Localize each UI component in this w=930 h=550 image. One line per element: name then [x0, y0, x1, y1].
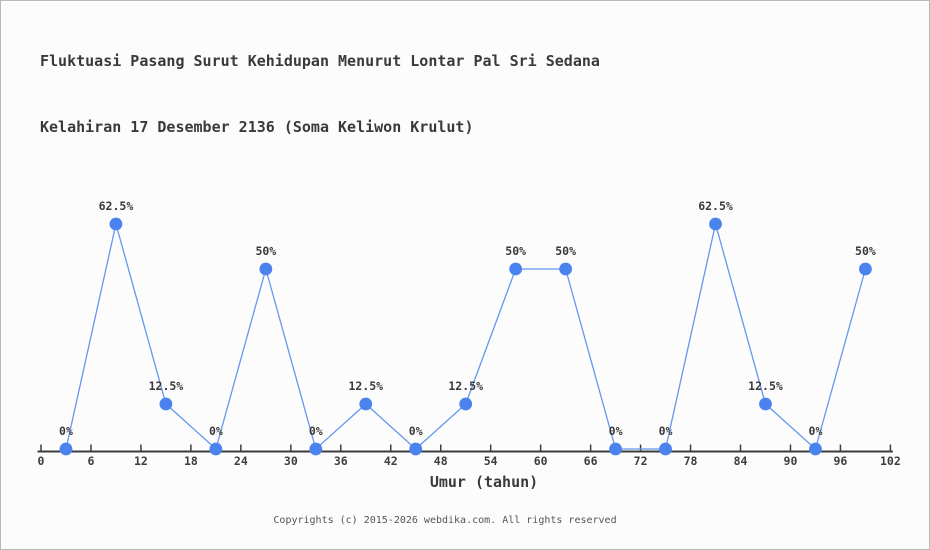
x-axis-tick-label: 18 [184, 454, 198, 468]
x-axis-tick-label: 60 [534, 454, 548, 468]
chart-title-line2: Kelahiran 17 Desember 2136 (Soma Keliwon… [40, 118, 474, 136]
data-point [759, 397, 772, 411]
x-axis-tick-label: 30 [284, 454, 298, 468]
data-point [309, 442, 323, 456]
data-point-label: 0% [209, 424, 223, 438]
data-point-label: 12.5% [448, 379, 483, 393]
x-axis-tick-label: 78 [684, 454, 698, 468]
x-axis-tick-label: 0 [38, 454, 45, 468]
data-point [809, 442, 822, 456]
data-point-label: 0% [659, 424, 673, 438]
data-point [559, 262, 573, 276]
data-point-label: 12.5% [748, 379, 783, 393]
x-axis-tick-label: 24 [234, 454, 248, 468]
x-axis-tick-label: 66 [584, 454, 598, 468]
x-axis-tick-label: 90 [784, 454, 798, 468]
data-point [359, 397, 373, 411]
data-line [65, 223, 867, 451]
data-point [409, 442, 423, 456]
x-axis-tick-label: 6 [87, 454, 94, 468]
x-axis-tick-label: 48 [434, 454, 448, 468]
data-point-label: 50% [555, 244, 576, 258]
data-point [609, 442, 622, 456]
x-axis-tick-label: 12 [134, 454, 148, 468]
x-axis-tick-label: 102 [880, 454, 901, 468]
data-point-label: 0% [409, 424, 423, 438]
x-axis-tick-label: 42 [384, 454, 398, 468]
data-point [659, 442, 672, 456]
data-point-label: 50% [255, 244, 276, 258]
x-axis-tick-label: 54 [484, 454, 498, 468]
data-point [59, 442, 73, 456]
data-point-label: 0% [809, 424, 823, 438]
x-axis-tick-label: 72 [634, 454, 648, 468]
data-point [459, 397, 473, 411]
chart-title: Fluktuasi Pasang Surut Kehidupan Menurut… [40, 6, 600, 182]
data-point [859, 262, 872, 276]
data-point-label: 12.5% [149, 379, 184, 393]
data-point-label: 62.5% [698, 199, 733, 213]
data-point [259, 262, 273, 276]
x-axis-title: Umur (tahun) [429, 473, 539, 491]
data-point-label: 50% [505, 244, 526, 258]
data-point-label: 12.5% [348, 379, 383, 393]
data-point-label: 0% [309, 424, 323, 438]
data-point [159, 397, 173, 411]
data-point [209, 442, 223, 456]
x-axis-tick-label: 36 [334, 454, 348, 468]
copyright-text: Copyrights (c) 2015-2026 webdika.com. Al… [273, 515, 617, 526]
data-point-label: 50% [855, 244, 876, 258]
data-point-label: 62.5% [99, 199, 134, 213]
data-point-label: 0% [59, 424, 73, 438]
x-axis-tick-label: 84 [734, 454, 748, 468]
chart-title-line1: Fluktuasi Pasang Surut Kehidupan Menurut… [40, 52, 600, 70]
data-point [709, 217, 722, 231]
data-point-label: 0% [609, 424, 623, 438]
data-point [509, 262, 523, 276]
data-point [109, 217, 123, 231]
x-axis-tick-label: 96 [834, 454, 848, 468]
